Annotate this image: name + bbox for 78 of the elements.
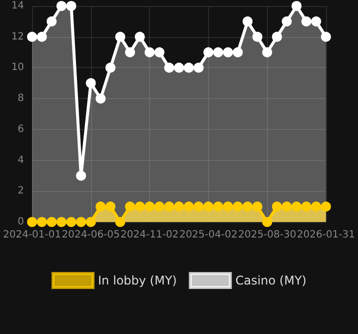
point xyxy=(86,78,96,88)
y-tick-label: 10 xyxy=(11,62,24,74)
point xyxy=(252,32,262,42)
y-tick-label: 8 xyxy=(18,93,24,104)
point xyxy=(96,94,106,104)
point xyxy=(282,202,292,212)
point xyxy=(174,202,184,212)
point xyxy=(311,16,322,26)
x-tick-label: 2025-04-02 xyxy=(179,230,238,240)
point xyxy=(213,47,224,58)
point xyxy=(134,32,145,42)
point xyxy=(46,16,57,26)
point xyxy=(320,32,331,42)
y-tick-label: 0 xyxy=(18,216,24,228)
point xyxy=(76,217,86,227)
point xyxy=(46,217,57,227)
point xyxy=(125,202,136,212)
point xyxy=(76,170,86,181)
y-tick-label: 6 xyxy=(18,124,24,135)
legend-label: In lobby (MY) xyxy=(98,274,177,288)
x-tick-label: 2024-01-01 xyxy=(2,230,62,240)
y-tick-label: 12 xyxy=(11,31,24,42)
point xyxy=(86,217,96,227)
point xyxy=(174,62,184,73)
point xyxy=(194,62,204,73)
point xyxy=(154,202,164,212)
point xyxy=(36,32,47,42)
point xyxy=(134,202,145,212)
x-tick-label: 2024-06-05 xyxy=(62,230,120,240)
x-tick-label: 2026-01-31 xyxy=(296,230,356,240)
point xyxy=(105,62,116,73)
point xyxy=(125,47,136,58)
point xyxy=(36,217,47,227)
point xyxy=(203,47,214,58)
point xyxy=(66,1,76,11)
point xyxy=(222,202,233,212)
y-tick-label: 4 xyxy=(18,154,24,166)
point xyxy=(27,217,38,227)
x-tick-label: 2025-08-30 xyxy=(238,230,296,240)
point xyxy=(242,16,253,26)
point xyxy=(232,202,243,212)
point xyxy=(262,217,272,227)
point xyxy=(115,32,126,42)
point xyxy=(262,47,272,58)
point xyxy=(301,16,312,26)
point xyxy=(164,62,174,73)
point xyxy=(272,202,282,212)
point xyxy=(115,217,126,227)
y-tick-label: 2 xyxy=(18,186,24,197)
point xyxy=(282,16,292,26)
x-tick-label: 2024-11-02 xyxy=(120,230,179,240)
y-tick-label: 14 xyxy=(11,0,24,12)
point xyxy=(154,47,164,58)
point xyxy=(56,1,66,11)
point xyxy=(292,202,302,212)
point xyxy=(144,202,155,212)
point xyxy=(27,32,38,42)
point xyxy=(203,202,214,212)
point xyxy=(222,47,233,58)
legend-label: Casino (MY) xyxy=(235,274,306,288)
point xyxy=(194,202,204,212)
point xyxy=(292,1,302,11)
point xyxy=(66,217,76,227)
point xyxy=(184,202,194,212)
point xyxy=(96,202,106,212)
point xyxy=(301,202,312,212)
point xyxy=(242,202,253,212)
point xyxy=(320,202,331,212)
point xyxy=(164,202,174,212)
point xyxy=(213,202,224,212)
point xyxy=(252,202,262,212)
point xyxy=(144,47,155,58)
point xyxy=(232,47,243,58)
point xyxy=(311,202,322,212)
point xyxy=(56,217,66,227)
point xyxy=(272,32,282,42)
point xyxy=(184,62,194,73)
point xyxy=(105,202,116,212)
